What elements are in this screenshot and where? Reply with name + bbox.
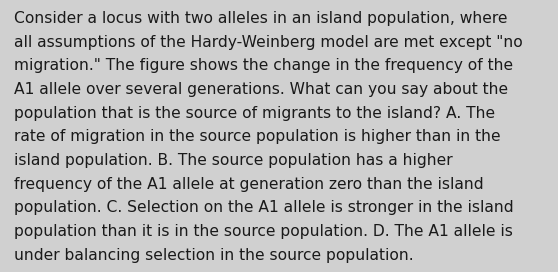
Text: under balancing selection in the source population.: under balancing selection in the source … xyxy=(14,248,413,262)
Text: island population. B. The source population has a higher: island population. B. The source populat… xyxy=(14,153,453,168)
Text: rate of migration in the source population is higher than in the: rate of migration in the source populati… xyxy=(14,129,501,144)
Text: population. C. Selection on the A1 allele is stronger in the island: population. C. Selection on the A1 allel… xyxy=(14,200,513,215)
Text: all assumptions of the Hardy-Weinberg model are met except "no: all assumptions of the Hardy-Weinberg mo… xyxy=(14,35,523,50)
Text: migration." The figure shows the change in the frequency of the: migration." The figure shows the change … xyxy=(14,58,513,73)
Text: A1 allele over several generations. What can you say about the: A1 allele over several generations. What… xyxy=(14,82,508,97)
Text: Consider a locus with two alleles in an island population, where: Consider a locus with two alleles in an … xyxy=(14,11,507,26)
Text: frequency of the A1 allele at generation zero than the island: frequency of the A1 allele at generation… xyxy=(14,177,484,191)
Text: population that is the source of migrants to the island? A. The: population that is the source of migrant… xyxy=(14,106,495,120)
Text: population than it is in the source population. D. The A1 allele is: population than it is in the source popu… xyxy=(14,224,513,239)
